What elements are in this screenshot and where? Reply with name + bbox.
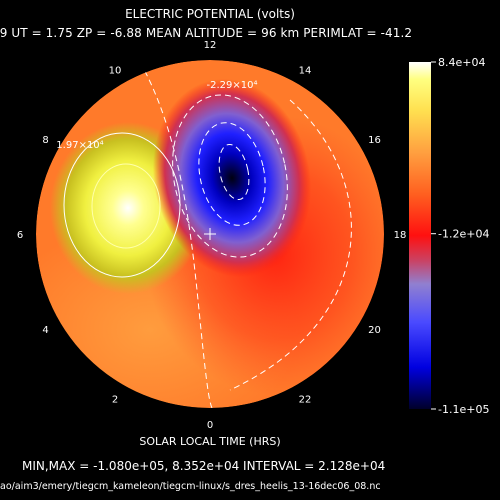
colorbar-tick-label: -1.2e+04 [438,228,489,241]
local-time-label-6: 6 [17,230,23,241]
local-time-label-10: 10 [109,66,122,77]
local-time-label-12: 12 [204,40,217,51]
colorbar [409,62,431,409]
local-time-label-8: 8 [42,135,48,146]
local-time-label-16: 16 [368,135,381,146]
local-time-label-18: 18 [394,230,407,241]
plot-title: ELECTRIC POTENTIAL (volts) [125,7,295,21]
local-time-label-14: 14 [299,66,312,77]
local-time-label-22: 22 [299,395,312,406]
contour-label: -2.29×10⁴ [207,80,258,91]
local-time-label-0: 0 [207,420,213,431]
local-time-label-2: 2 [112,395,118,406]
minmax-line: MIN,MAX = -1.080e+05, 8.352e+04 INTERVAL… [22,459,386,473]
file-path: hao/aim3/emery/tiegcm_kameleon/tiegcm-li… [0,481,381,492]
contour-label: 1.97×10⁴ [56,140,103,151]
local-time-label-4: 4 [42,325,48,336]
colorbar-ticks: 8.4e+04 -1.2e+04 -1.1e+05 [431,56,489,416]
colorbar-tick-label: 8.4e+04 [438,56,485,69]
local-time-label-20: 20 [368,325,381,336]
local-time-labels: 0 2 4 6 8 10 12 14 16 18 20 22 [17,40,407,431]
colorbar-tick-label: -1.1e+05 [438,403,489,416]
x-axis-label: SOLAR LOCAL TIME (HRS) [139,435,281,448]
contour-labels: -2.29×10⁴ 1.97×10⁴ [56,80,257,151]
run-info-line: 49 UT = 1.75 ZP = -6.88 MEAN ALTITUDE = … [0,26,413,40]
potential-field [36,60,384,408]
